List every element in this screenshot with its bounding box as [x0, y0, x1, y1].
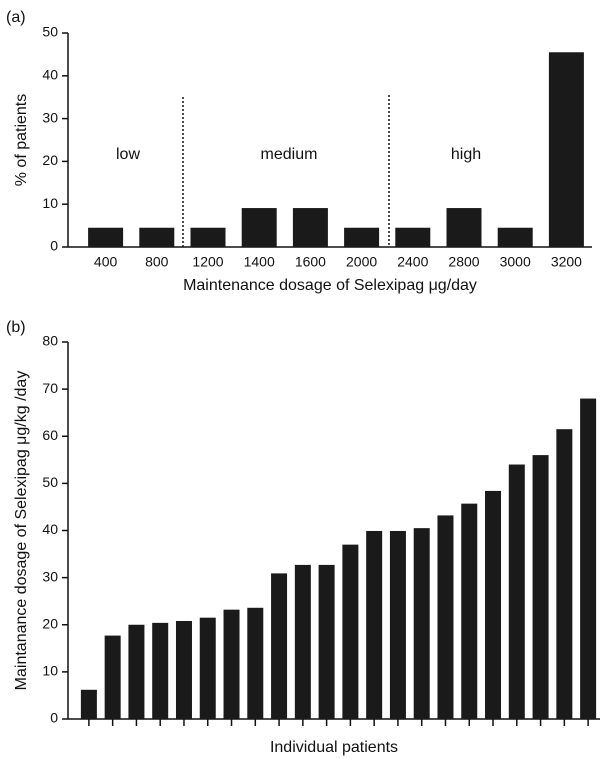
x-axis-label: Individual patients [270, 739, 398, 756]
x-tick-label: 800 [145, 254, 169, 270]
panel-label: (a) [6, 9, 26, 26]
x-tick-label: 1200 [192, 254, 223, 270]
bar [128, 624, 145, 719]
bar [223, 609, 240, 719]
bar [271, 573, 288, 719]
y-tick-label: 40 [42, 521, 58, 537]
y-tick-label: 70 [42, 380, 58, 396]
x-tick-label: 1400 [244, 254, 275, 270]
bar [395, 227, 431, 247]
x-tick-label: 2800 [448, 254, 479, 270]
bar [80, 689, 97, 719]
bar [199, 617, 216, 719]
bar [389, 530, 406, 719]
x-tick-label: 2400 [397, 254, 428, 270]
x-tick-label: 400 [94, 254, 118, 270]
x-tick-label: 3000 [500, 254, 531, 270]
bar [190, 227, 226, 247]
bar [175, 620, 192, 719]
bar [556, 429, 573, 719]
bar [292, 208, 328, 247]
annotation: low [116, 146, 140, 163]
y-tick-label: 10 [42, 195, 58, 211]
y-tick-label: 80 [42, 333, 58, 349]
y-tick-label: 10 [42, 663, 58, 679]
bar [413, 528, 430, 719]
panel-label: (b) [6, 319, 26, 336]
y-tick-label: 20 [42, 152, 58, 168]
bar [294, 564, 311, 719]
bar [508, 464, 525, 719]
bar [342, 544, 359, 719]
y-tick-label: 60 [42, 427, 58, 443]
annotation: high [451, 146, 481, 163]
y-tick-label: 50 [42, 474, 58, 490]
bar [344, 227, 380, 247]
bar [366, 530, 383, 719]
bar [497, 227, 533, 247]
bar [437, 515, 454, 719]
y-axis-label: % of patients [13, 94, 30, 187]
x-tick-label: 1600 [295, 254, 326, 270]
y-tick-label: 30 [42, 109, 58, 125]
y-tick-label: 0 [50, 238, 58, 254]
y-tick-label: 30 [42, 568, 58, 584]
y-tick-label: 20 [42, 615, 58, 631]
bar [152, 622, 169, 719]
y-tick-label: 40 [42, 67, 58, 83]
y-axis-label: Maintanance dosage of Selexipag μg/kg /d… [13, 371, 30, 691]
bar [88, 227, 124, 247]
bar [318, 564, 335, 719]
bar [532, 455, 549, 719]
x-tick-label: 3200 [551, 254, 582, 270]
bar [139, 227, 175, 247]
x-tick-label: 2000 [346, 254, 377, 270]
bar [580, 398, 597, 719]
bar [241, 208, 277, 247]
x-axis-label: Maintenance dosage of Selexipag μg/day [183, 277, 477, 294]
bar [461, 503, 478, 719]
bar [446, 208, 482, 247]
bar [548, 52, 584, 248]
bar [485, 490, 502, 719]
bar [104, 635, 121, 719]
y-tick-label: 0 [50, 710, 58, 726]
annotation: medium [261, 146, 318, 163]
bar [247, 607, 264, 719]
y-tick-label: 50 [42, 24, 58, 40]
